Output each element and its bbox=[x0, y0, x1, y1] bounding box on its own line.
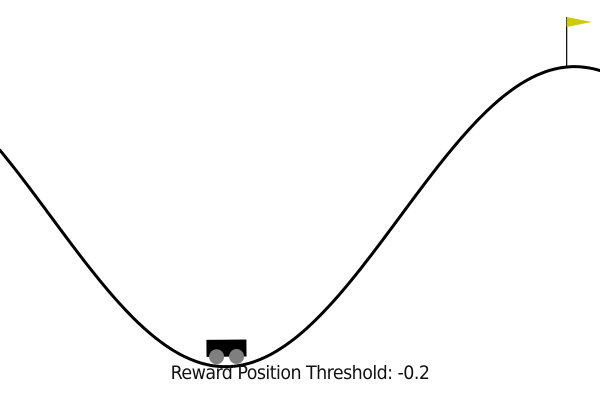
cart-icon bbox=[206, 339, 247, 365]
goal-flag-icon bbox=[566, 17, 592, 68]
flag-cloth bbox=[566, 17, 592, 28]
car-wheel-rear bbox=[209, 349, 225, 365]
mountain-track bbox=[0, 65, 600, 369]
car-wheel-front bbox=[229, 349, 245, 365]
reward-threshold-label: Reward Position Threshold: -0.2 bbox=[170, 362, 430, 384]
